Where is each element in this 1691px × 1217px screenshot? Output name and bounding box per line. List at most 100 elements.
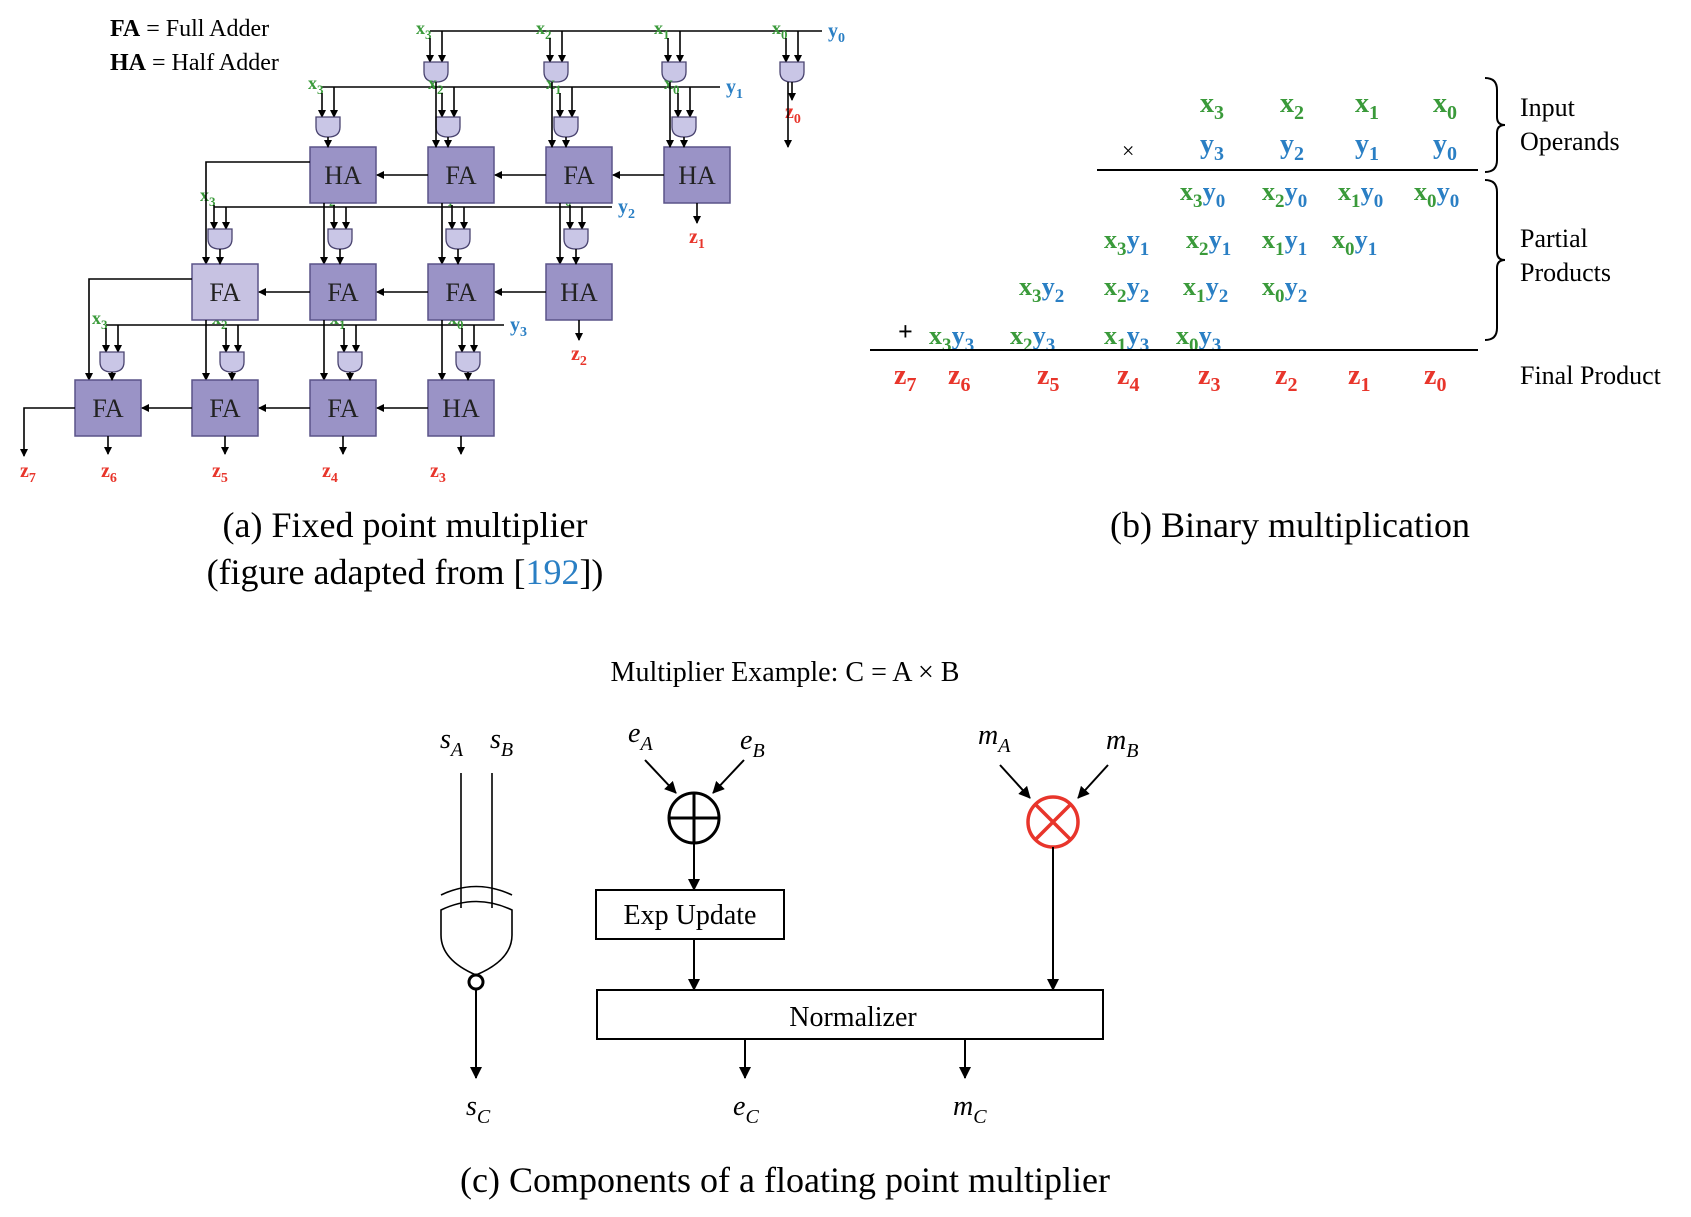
adder-fa-box: FA <box>545 146 613 204</box>
mantissa-inputs: mA mB <box>978 720 1138 799</box>
z2-label: z2 <box>571 343 587 369</box>
z3-label: z3 <box>430 460 446 486</box>
partial-x1y1: x1 y1 <box>1262 225 1307 260</box>
and-gate-icon <box>445 228 471 250</box>
and-gate-icon <box>219 351 245 373</box>
svg-text:FA: FA <box>92 394 124 423</box>
svg-text:HA: HA <box>560 278 598 307</box>
panel-c-caption: (c) Components of a floating point multi… <box>460 1160 1110 1200</box>
product-z4: z4 <box>1117 360 1139 396</box>
x3-input-label: x3 <box>92 308 108 332</box>
x0-input-label: x0 <box>772 18 788 42</box>
partial-x0y3: x0 y3 <box>1176 321 1221 356</box>
svg-text:eB: eB <box>740 725 765 762</box>
svg-text:FA: FA <box>327 394 359 423</box>
and-gate-icon <box>671 116 697 138</box>
product-z2: z2 <box>1275 360 1297 396</box>
x3-input-label: x3 <box>200 185 216 209</box>
svg-text:FA: FA <box>445 161 477 190</box>
svg-text:sB: sB <box>490 724 513 761</box>
partial-x1y0: x1 y0 <box>1338 177 1383 212</box>
partial-x3y0: x3 y0 <box>1180 177 1225 212</box>
and-gate-icon <box>553 116 579 138</box>
svg-text:FA: FA <box>209 278 241 307</box>
normalizer-box <box>596 989 1104 1040</box>
product-z3: z3 <box>1198 360 1220 396</box>
y1-label: y1 <box>726 76 743 102</box>
partial-x3y1: x3 y1 <box>1104 225 1149 260</box>
adder-fa-box: FA <box>191 379 259 437</box>
product-z1: z1 <box>1348 360 1370 396</box>
partial-x1y3: x1 y3 <box>1104 321 1149 356</box>
product-z0: z0 <box>1424 360 1446 396</box>
and-gate-icon <box>337 351 363 373</box>
adder-fa-box: FA <box>427 263 495 321</box>
product-z7: z7 <box>894 360 916 396</box>
x2-input-label: x2 <box>536 18 552 42</box>
partial-x0y1: x0 y1 <box>1332 225 1377 260</box>
operand-x2: x2 <box>1280 88 1304 124</box>
operand-y2: y2 <box>1280 129 1304 165</box>
xor-gate-icon <box>440 885 513 1079</box>
svg-text:FA: FA <box>563 161 595 190</box>
x0-input-label: x0 <box>664 73 680 97</box>
and-gate-icon <box>543 61 569 83</box>
output-sc: sC <box>466 1091 491 1128</box>
panel-a-caption-ref: (figure adapted from [192]) <box>207 552 604 592</box>
z5-label: z5 <box>212 460 228 486</box>
z0-label: z0 <box>785 101 801 127</box>
partial-x2y0: x2 y0 <box>1262 177 1307 212</box>
multiplier-circle-icon <box>1026 795 1080 849</box>
z4-label: z4 <box>322 460 338 486</box>
y3-label: y3 <box>510 314 527 340</box>
operand-y1: y1 <box>1355 129 1379 165</box>
products-label: Products <box>1520 258 1611 287</box>
partial-x1y2: x1 y2 <box>1183 272 1228 307</box>
svg-text:HA: HA <box>324 161 362 190</box>
z7-label: z7 <box>20 460 36 486</box>
operand-x1: x1 <box>1355 88 1379 124</box>
operands-label: Operands <box>1520 127 1620 156</box>
plus-sign: + <box>898 317 913 346</box>
and-gate-icon <box>661 61 687 83</box>
and-gate-icon <box>207 228 233 250</box>
y0-label: y0 <box>828 20 845 46</box>
and-gate-icon <box>99 351 125 373</box>
svg-text:HA = Half Adder: HA = Half Adder <box>110 50 279 76</box>
x1-input-label: x1 <box>654 18 670 42</box>
adder-ha-box: HA <box>545 263 613 321</box>
y2-label: y2 <box>618 196 635 222</box>
adder-ha-box: HA <box>663 146 731 204</box>
input-operands-brace <box>1484 77 1506 173</box>
x2-input-label: x2 <box>428 73 444 97</box>
z1-label: z1 <box>689 226 705 252</box>
and-gate-icon <box>327 228 353 250</box>
partial-x0y0: x0 y0 <box>1414 177 1459 212</box>
sign-inputs: sA sB <box>440 724 513 908</box>
panel-a-legend: FA = Full Adder HA = Half Adder <box>110 16 279 76</box>
x1-input-label: x1 <box>546 73 562 97</box>
final-product-label: Final Product <box>1520 361 1662 390</box>
partial-label: Partial <box>1520 224 1588 253</box>
svg-text:mB: mB <box>1106 725 1138 762</box>
product-z5: z5 <box>1037 360 1059 396</box>
output-ec: eC <box>733 1091 759 1128</box>
svg-text:FA = Full Adder: FA = Full Adder <box>110 16 269 42</box>
partial-x0y2: x0 y2 <box>1262 272 1307 307</box>
output-mc: mC <box>953 1091 987 1128</box>
svg-text:sA: sA <box>440 724 464 761</box>
partial-x3y2: x3 y2 <box>1019 272 1064 307</box>
svg-text:HA: HA <box>442 394 480 423</box>
svg-text:FA: FA <box>445 278 477 307</box>
operand-x0: x0 <box>1433 88 1457 124</box>
product-z6: z6 <box>948 360 970 396</box>
adder-ha-box: HA <box>427 379 495 437</box>
input-label: Input <box>1520 93 1576 122</box>
adder-fa-box: FA <box>191 263 259 321</box>
and-gate-icon <box>435 116 461 138</box>
adder-ha-box: HA <box>309 146 377 204</box>
exp-update-box <box>595 889 785 940</box>
exp-update-label: Exp Update <box>624 900 757 931</box>
exponent-inputs: eA eB <box>628 718 765 794</box>
